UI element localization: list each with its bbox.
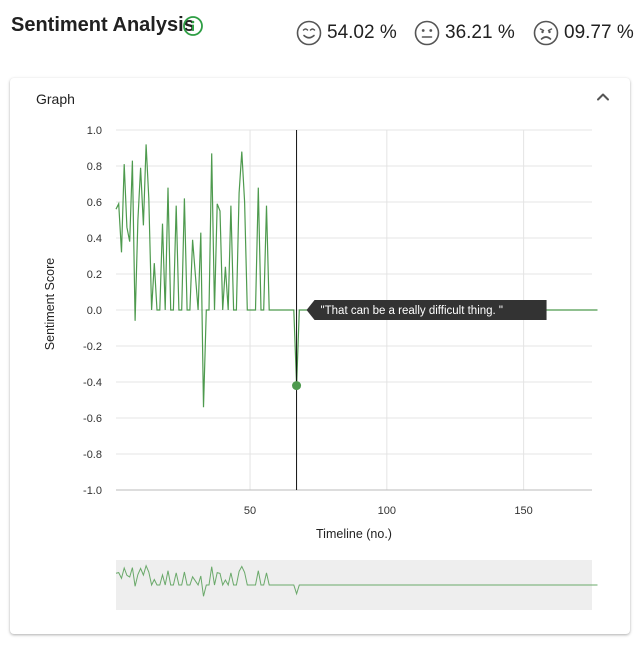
tooltip: "That can be a really difficult thing. " [306,300,547,320]
y-axis-label: Sentiment Score [43,258,57,350]
x-tick-label: 150 [514,505,532,517]
smile-icon [296,20,322,46]
y-tick-label: 0.0 [87,305,102,317]
negative-stat: 09.77 % [533,20,634,46]
page-title: Sentiment Analysis [11,14,195,36]
tooltip-text: "That can be a really difficult thing. " [321,305,503,317]
neutral-face-icon [414,20,440,46]
tooltip-background [306,300,547,320]
chart-axes: 1.0 0.8 0.6 0.4 0.2 0.0 -0.2 -0.4 -0.6 -0.8 -1.0 50… [83,125,592,517]
y-tick-label: 0.4 [87,233,102,245]
y-tick-label: -1.0 [83,485,102,497]
range-brush-line [115,564,598,597]
y-tick-label: 0.2 [87,269,102,281]
y-tick-label: -0.8 [83,449,102,461]
neutral-percent: 36.21 % [445,22,515,43]
neutral-stat: 36.21 % [414,20,515,46]
x-tick-label: 100 [378,505,396,517]
y-tick-label: -0.4 [83,377,102,389]
highlight-point[interactable] [292,381,302,391]
sentiment-chart[interactable]: 1.0 0.8 0.6 0.4 0.2 0.0 -0.2 -0.4 -0.6 -0.8 -1.0 50… [10,78,630,634]
graph-card: Graph 1.0 0.8 0.6 0.4 0.2 0.0 -0.2 -0.4 -0.6 -0.8… [10,78,630,634]
y-tick-label: -0.2 [83,341,102,353]
positive-stat: 54.02 % [296,20,397,46]
x-axis-label: Timeline (no.) [316,527,392,541]
sentiment-line [115,144,598,408]
y-tick-label: 1.0 [87,125,102,137]
y-tick-label: 0.6 [87,197,102,209]
chevron-up-icon[interactable] [592,86,614,108]
card-title: Graph [36,91,75,107]
positive-percent: 54.02 % [327,22,397,43]
frown-face-icon [533,20,559,46]
negative-percent: 09.77 % [564,22,634,43]
y-tick-label: -0.6 [83,413,102,425]
y-tick-label: 0.8 [87,161,102,173]
page-header: Sentiment Analysis 54.02 % 36.21 % [0,0,644,66]
info-icon[interactable] [182,15,204,37]
x-tick-label: 50 [244,505,256,517]
